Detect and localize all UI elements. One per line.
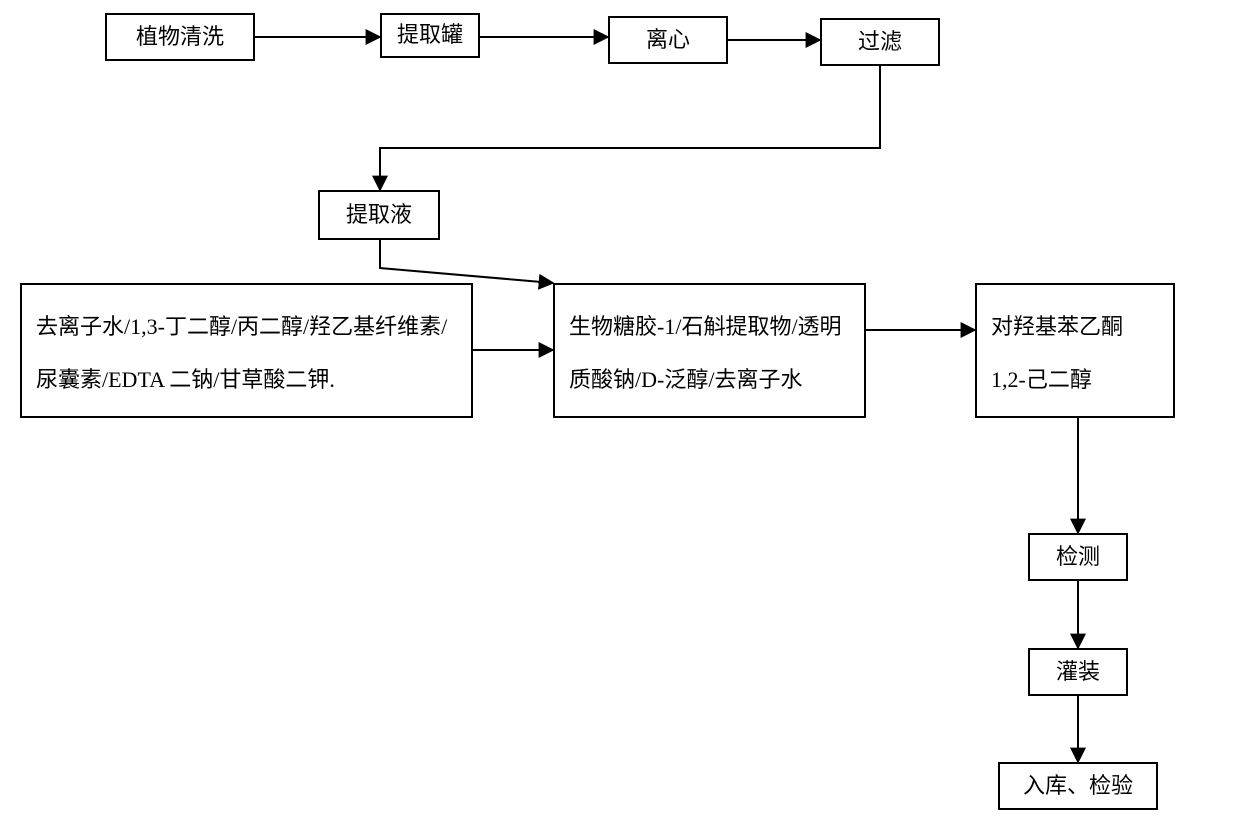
edge-n5-n7 <box>380 240 553 283</box>
node-centrifuge: 离心 <box>608 16 728 64</box>
label: 植物清洗 <box>136 24 224 50</box>
node-ingredients-b: 生物糖胶-1/石斛提取物/透明质酸钠/D-泛醇/去离子水 <box>553 283 866 418</box>
label: 灌装 <box>1056 659 1100 685</box>
node-ingredients-a: 去离子水/1,3-丁二醇/丙二醇/羟乙基纤维素/尿囊素/EDTA 二钠/甘草酸二… <box>20 283 473 418</box>
node-extract-liquid: 提取液 <box>318 190 440 240</box>
node-extract-tank: 提取罐 <box>380 13 480 58</box>
node-warehouse: 入库、检验 <box>998 762 1158 810</box>
label: 去离子水/1,3-丁二醇/丙二醇/羟乙基纤维素/尿囊素/EDTA 二钠/甘草酸二… <box>36 301 457 407</box>
node-plant-wash: 植物清洗 <box>105 13 255 61</box>
node-fill: 灌装 <box>1028 648 1128 696</box>
label: 生物糖胶-1/石斛提取物/透明质酸钠/D-泛醇/去离子水 <box>569 301 850 407</box>
label: 对羟基苯乙酮 1,2-己二醇 <box>991 301 1159 407</box>
node-ingredients-c: 对羟基苯乙酮 1,2-己二醇 <box>975 283 1175 418</box>
label: 提取液 <box>346 202 412 228</box>
label: 提取罐 <box>397 22 463 48</box>
label: 离心 <box>646 27 690 53</box>
node-test: 检测 <box>1028 533 1128 581</box>
edge-n4-n5 <box>380 66 880 190</box>
node-filter: 过滤 <box>820 18 940 66</box>
label: 检测 <box>1056 544 1100 570</box>
label: 过滤 <box>858 29 902 55</box>
label: 入库、检验 <box>1023 773 1133 799</box>
